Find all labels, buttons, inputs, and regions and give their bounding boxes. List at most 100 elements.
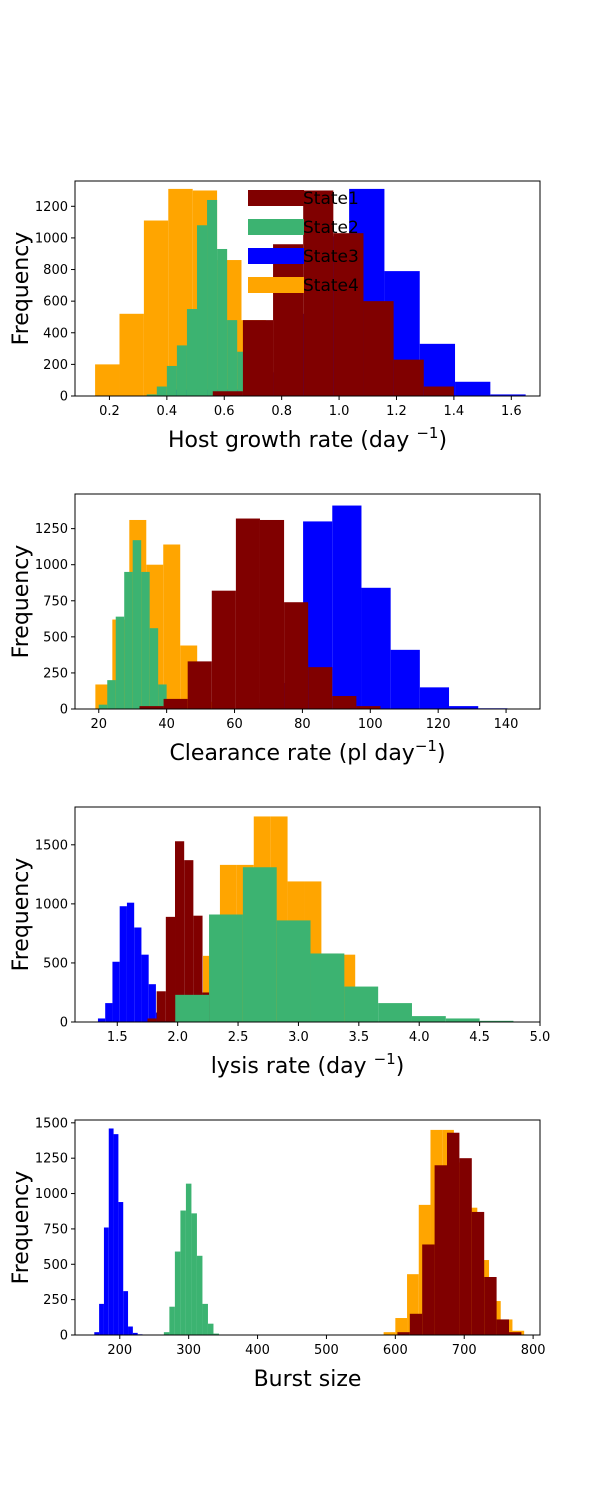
histogram-bar [333, 233, 364, 396]
histogram-bar [139, 706, 164, 709]
histogram-bar [423, 386, 454, 396]
y-tick-label: 1250 [35, 1152, 68, 1167]
chart-panel-4: 200 300 400 500 600 700 800 0 250 500 750 1000 1250 1… [9, 1116, 546, 1392]
histogram-bar [103, 1227, 109, 1335]
histogram-bar [146, 394, 157, 396]
x-tick-label: 4.0 [409, 1030, 430, 1045]
y-axis-label: Frequency [9, 232, 34, 346]
histogram-bar [119, 313, 144, 396]
histogram-bar [378, 1003, 412, 1022]
histogram-bar [99, 1303, 104, 1335]
x-axis-label-text: lysis rate (day [211, 1054, 374, 1079]
x-axis-label: Host growth rate (day −1) [168, 424, 447, 453]
x-axis-label-text: Host growth rate (day [168, 428, 416, 453]
histogram-bar [175, 994, 210, 1022]
histogram-bar [132, 1332, 138, 1335]
y-tick-label: 250 [43, 666, 68, 681]
histogram-bar [156, 386, 167, 396]
x-tick-label: 300 [176, 1343, 201, 1358]
histogram-bar [411, 1016, 446, 1022]
histogram-bar [393, 359, 424, 396]
histogram-bar [356, 706, 381, 709]
histogram-bar [123, 1291, 129, 1335]
histogram-bar [134, 927, 142, 1022]
histogram-bar [165, 916, 176, 1022]
histogram-bar [112, 961, 120, 1022]
y-tick-label: 1500 [35, 1116, 68, 1131]
legend: State1 State2 State3 State4 [248, 189, 359, 296]
histogram-bar [147, 1018, 157, 1022]
y-tick-label: 1000 [35, 1187, 68, 1202]
x-axis-label-text: Clearance rate (pl day [169, 741, 414, 766]
y-tick-label: 0 [60, 1329, 68, 1344]
x-tick-label: 1.6 [501, 404, 522, 419]
histogram-bar [176, 345, 187, 396]
histogram-bar [213, 1333, 219, 1335]
histogram-bar [383, 1332, 396, 1335]
histogram-bar [397, 1332, 410, 1335]
y-tick-label: 1000 [35, 558, 68, 573]
y-tick-label: 0 [60, 390, 68, 405]
y-axis-label: Frequency [9, 1171, 34, 1285]
x-tick-label: 200 [107, 1343, 132, 1358]
histogram-bar [459, 1158, 472, 1335]
histogram-bar [191, 1213, 197, 1335]
y-tick-label: 750 [43, 1222, 68, 1237]
histogram-bar [496, 1319, 509, 1335]
y-tick-label: 0 [60, 1016, 68, 1031]
histogram-bar [163, 544, 181, 709]
x-tick-label: 100 [358, 717, 383, 732]
x-tick-label: 600 [383, 1343, 408, 1358]
histogram-bar [211, 590, 236, 709]
x-tick-label: 1.2 [386, 404, 407, 419]
x-axis-label-close: ) [437, 741, 446, 766]
legend-swatch-state3 [248, 248, 304, 264]
histogram-bar [108, 1128, 114, 1335]
chart-panel-2: 20 40 60 80 100 120 140 0 250 500 750 1000 1250 Clear… [9, 493, 541, 766]
y-tick-label: 500 [43, 956, 68, 971]
series-state1 [212, 190, 454, 396]
histogram-bar [169, 1306, 175, 1335]
series-state2 [163, 1183, 219, 1335]
series-state1 [139, 518, 381, 709]
histogram-bar [128, 1326, 133, 1335]
x-axis-label-exponent: −1 [374, 1050, 396, 1068]
series-state1 [397, 1132, 522, 1335]
histogram-bar [409, 1313, 423, 1335]
histogram-bar [217, 248, 228, 396]
histogram-bar [113, 1134, 119, 1335]
x-tick-label: 80 [294, 717, 311, 732]
histogram-bar [407, 1274, 419, 1335]
histogram-bar [276, 920, 311, 1022]
histogram-bar [187, 661, 212, 709]
y-tick-label: 500 [43, 630, 68, 645]
y-tick-label: 1250 [35, 522, 68, 537]
y-tick-label: 1500 [35, 838, 68, 853]
x-tick-label: 120 [426, 717, 451, 732]
histogram-bar [207, 1323, 214, 1335]
x-tick-label: 700 [452, 1343, 477, 1358]
histogram-bar [180, 1210, 186, 1335]
x-tick-label: 0.6 [214, 404, 235, 419]
legend-label-state1: State1 [303, 189, 359, 209]
y-tick-label: 800 [43, 263, 68, 278]
histogram-bar [308, 667, 333, 709]
histogram-bar [97, 1018, 106, 1022]
x-tick-label: 140 [494, 717, 519, 732]
histogram-bar [509, 1332, 522, 1335]
x-axis-label-text: Burst size [254, 1367, 362, 1392]
histogram-bar [149, 628, 159, 709]
histogram-bar [455, 381, 491, 396]
histogram-bar [141, 571, 150, 709]
histogram-bar [143, 220, 169, 396]
histogram-bar [242, 320, 274, 396]
histogram-bar [186, 309, 197, 396]
y-axis-label: Frequency [9, 545, 34, 659]
y-axis-label: Frequency [9, 858, 34, 972]
histogram-bar [484, 1277, 497, 1335]
series-state3 [94, 1128, 143, 1335]
histogram-bar [202, 1303, 208, 1335]
y-tick-label: 500 [43, 1258, 68, 1273]
histogram-bar [166, 365, 177, 396]
x-tick-label: 800 [521, 1343, 546, 1358]
